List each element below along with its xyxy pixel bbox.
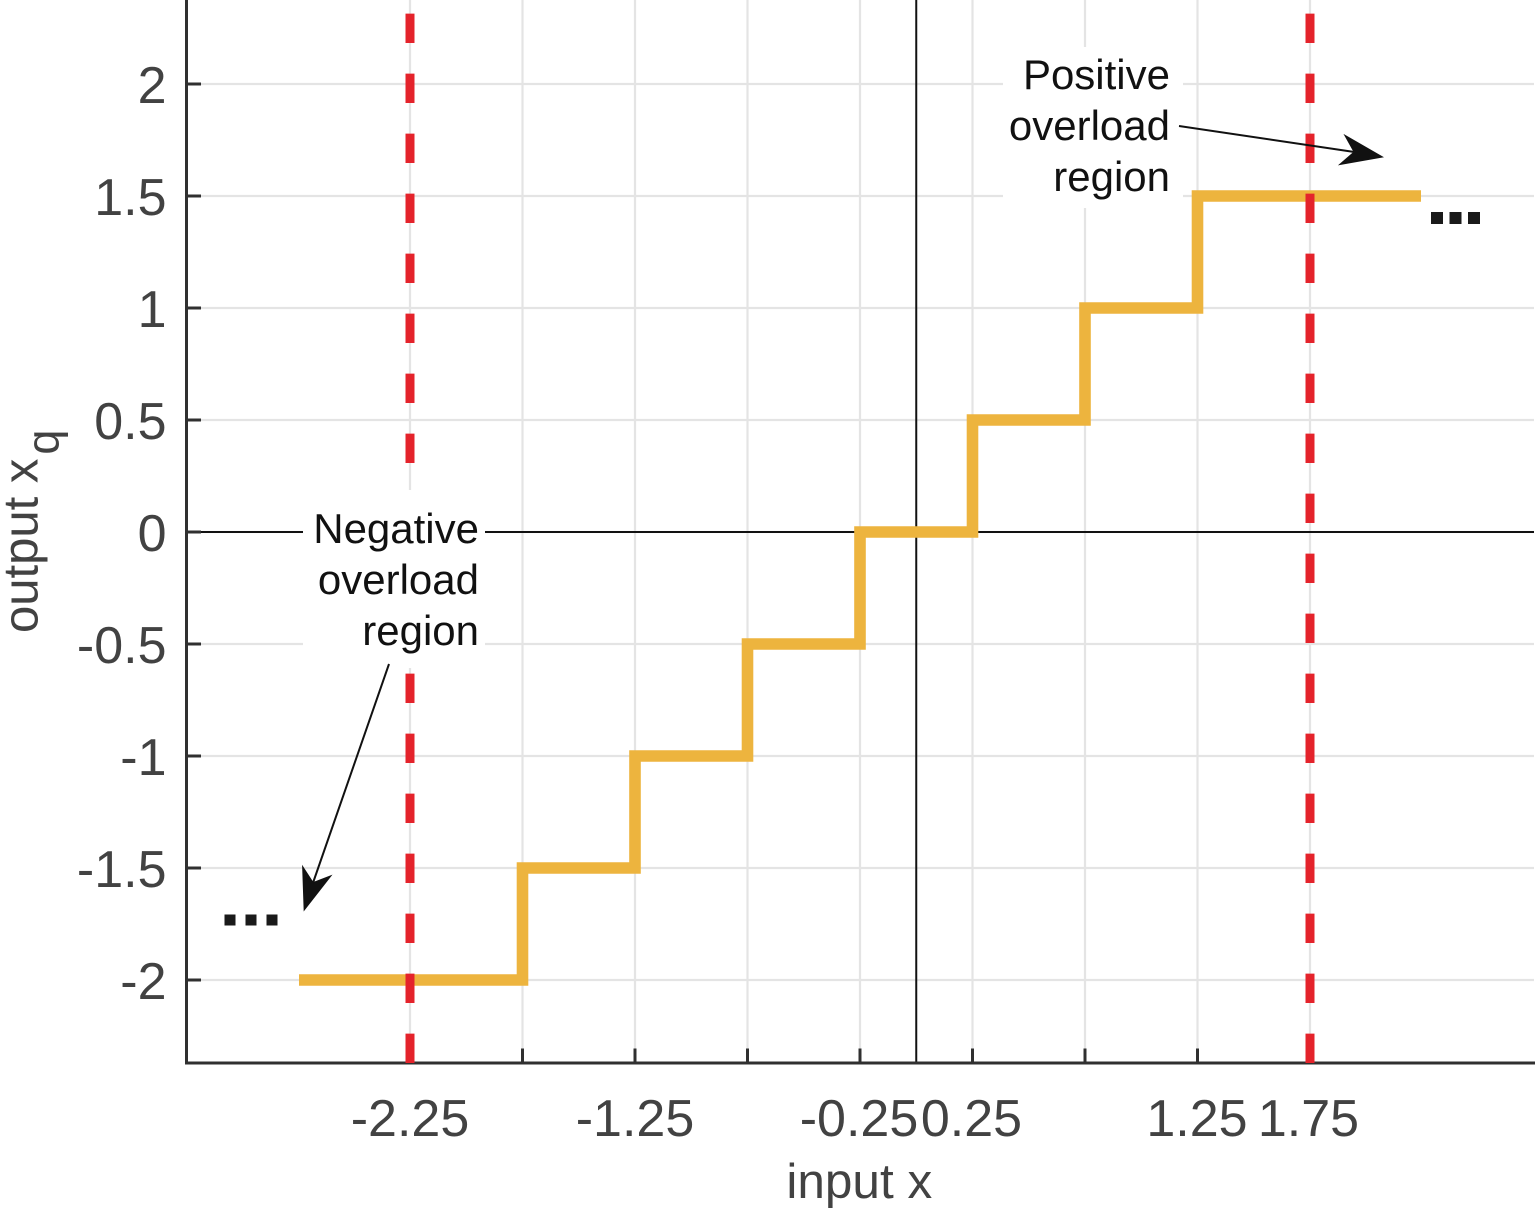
svg-text:Positive: Positive (1023, 51, 1170, 98)
svg-text:0.25: 0.25 (921, 1090, 1022, 1148)
svg-text:input x: input x (786, 1154, 932, 1209)
svg-text:1.75: 1.75 (1258, 1090, 1359, 1148)
svg-text:-2.25: -2.25 (351, 1090, 470, 1148)
svg-text:overload: overload (318, 556, 479, 603)
svg-text:2: 2 (138, 57, 167, 115)
svg-text:-0.5: -0.5 (77, 617, 167, 675)
svg-text:region: region (1053, 153, 1170, 200)
svg-text:Negative: Negative (313, 505, 479, 552)
svg-text:-1.5: -1.5 (77, 841, 167, 899)
svg-text:-2: -2 (120, 953, 166, 1011)
svg-text:overload: overload (1009, 102, 1170, 149)
svg-text:0: 0 (138, 505, 167, 563)
svg-text:region: region (362, 607, 479, 654)
svg-text:1.5: 1.5 (94, 169, 166, 227)
svg-text:-0.25: -0.25 (800, 1090, 919, 1148)
svg-text:-1.25: -1.25 (576, 1090, 695, 1148)
svg-text:1.25: 1.25 (1146, 1090, 1247, 1148)
svg-text:-1: -1 (120, 729, 166, 787)
svg-text:1: 1 (138, 281, 167, 339)
svg-text:0.5: 0.5 (94, 393, 166, 451)
